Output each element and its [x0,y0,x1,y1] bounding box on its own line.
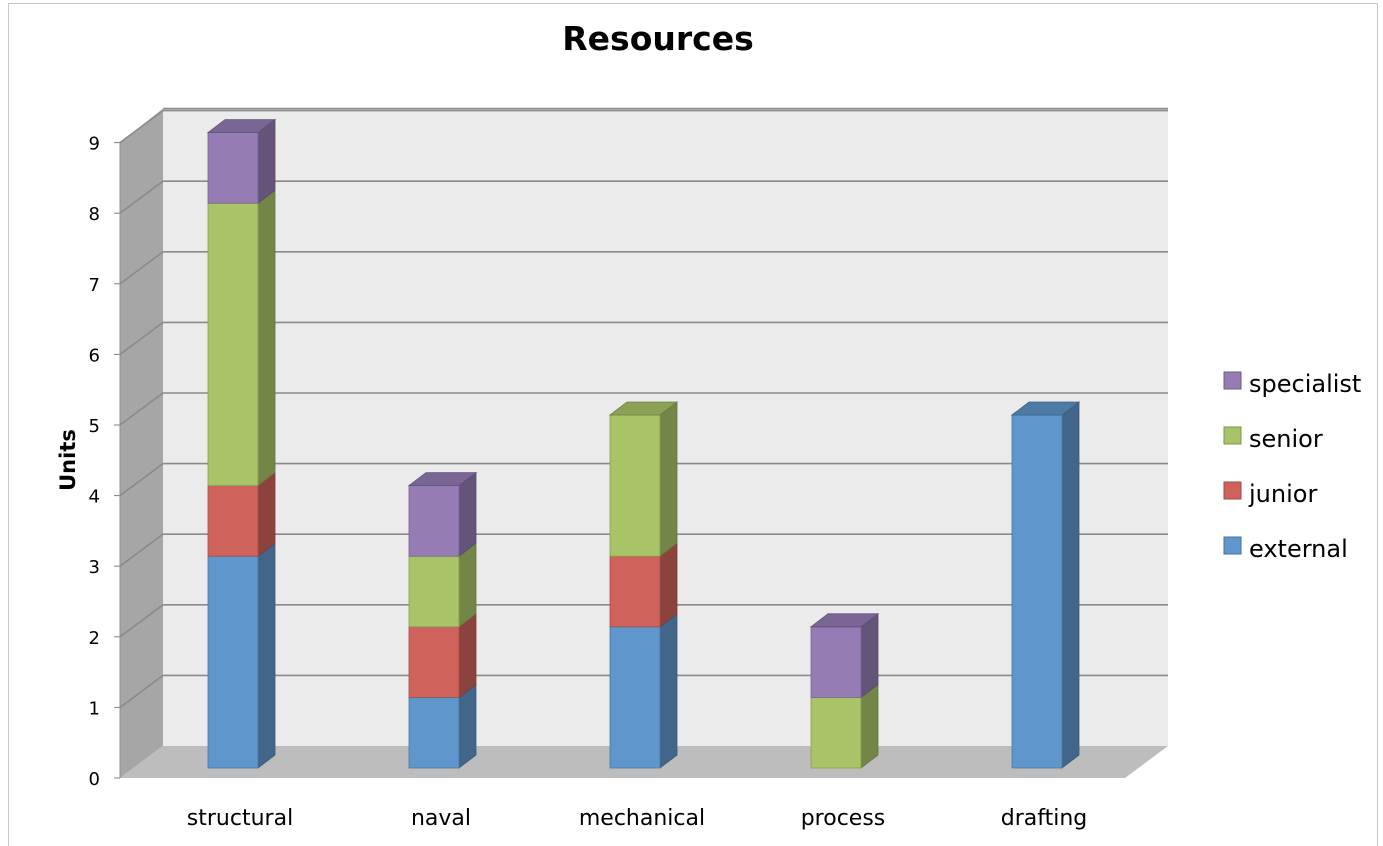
legend-swatch [1223,536,1242,555]
bar-front [609,626,661,769]
y-tick-label: 3 [89,557,100,578]
bar-top [407,472,478,487]
gridline-side [119,392,164,426]
legend-item-specialist: specialist [1223,370,1361,398]
bar-side [1061,401,1080,769]
x-tick-label: naval [411,806,471,831]
x-tick-label: process [801,806,886,831]
gridline-side [119,604,164,638]
y-axis-label: Units [56,429,80,491]
y-tick-label: 7 [89,275,100,296]
bar-segment-external [609,612,678,769]
bar-side [257,189,276,487]
legend-label: senior [1249,425,1323,453]
legend-swatch [1223,371,1242,390]
bar-segment-specialist [206,118,277,205]
bar-front [207,202,259,486]
y-tick-label: 0 [89,769,100,790]
y-tick-label: 8 [89,204,100,225]
y-tick-label: 2 [89,628,100,649]
bar-top [206,119,277,134]
legend-item-external: external [1223,535,1348,563]
y-tick-label: 5 [89,416,100,437]
bar-top [1010,401,1081,416]
bar-segment-senior [810,683,879,769]
gridline-side [119,180,164,214]
bar-front [207,132,259,204]
bar-top [608,401,679,416]
bar-side [659,542,678,628]
bar-side [458,471,477,558]
bar-segment-specialist [809,612,880,699]
bar-side [257,542,276,769]
bar-front [810,697,862,769]
bar-segment-senior [207,189,276,487]
bar-side [458,683,477,769]
gridline-side [119,321,164,356]
legend-label: specialist [1249,370,1361,398]
bar-side [458,612,477,699]
bar-side [458,542,477,628]
bar-side [659,612,678,769]
bar-segment-senior [408,542,477,628]
bar-top [809,613,880,628]
bar-front [408,485,460,557]
bar-segment-senior [608,401,679,558]
y-tick-label: 4 [89,487,100,508]
bar-segment-junior [207,471,276,558]
bar-side [257,118,276,205]
gridline-side [119,109,164,144]
bar-front [408,626,460,698]
bar-front [1011,414,1063,769]
bar-side [860,612,879,699]
bar-front [810,626,862,698]
bar-side [257,471,276,558]
legend-item-junior: junior [1223,480,1317,508]
legend-label: junior [1248,480,1317,508]
gridline-side [119,462,164,497]
gridline-side [119,533,164,567]
bar-front [609,555,661,628]
legend-label: external [1249,535,1348,563]
legend-swatch [1223,481,1242,500]
bar-segment-junior [609,542,678,628]
bar-front [609,414,661,557]
bar-front [207,485,259,557]
legend: specialist senior junior external [1223,370,1361,563]
chart-title: Resources [562,19,753,58]
x-tick-label: structural [187,806,293,831]
gridline-side [119,674,164,709]
y-tick-label: 9 [89,134,100,155]
x-tick-label: drafting [1001,806,1088,831]
bar-segment-junior [408,612,477,699]
legend-item-senior: senior [1223,425,1323,453]
bar-side [659,401,678,558]
bar-front [408,697,460,769]
x-tick-label: mechanical [579,806,705,831]
y-tick-label: 6 [89,345,100,366]
y-tick-label: 1 [89,698,100,719]
plot-area: 0 1 2 3 4 5 6 7 8 9 structural naval mechanical proce… [89,107,1168,831]
bar-segment-external [207,542,276,769]
bar-side [860,683,879,769]
bar-segment-external [1010,401,1081,769]
legend-swatch [1223,426,1242,445]
gridline-side [119,251,164,285]
bar-front [207,555,259,769]
bar-front [408,555,460,628]
bar-segment-specialist [407,471,478,558]
